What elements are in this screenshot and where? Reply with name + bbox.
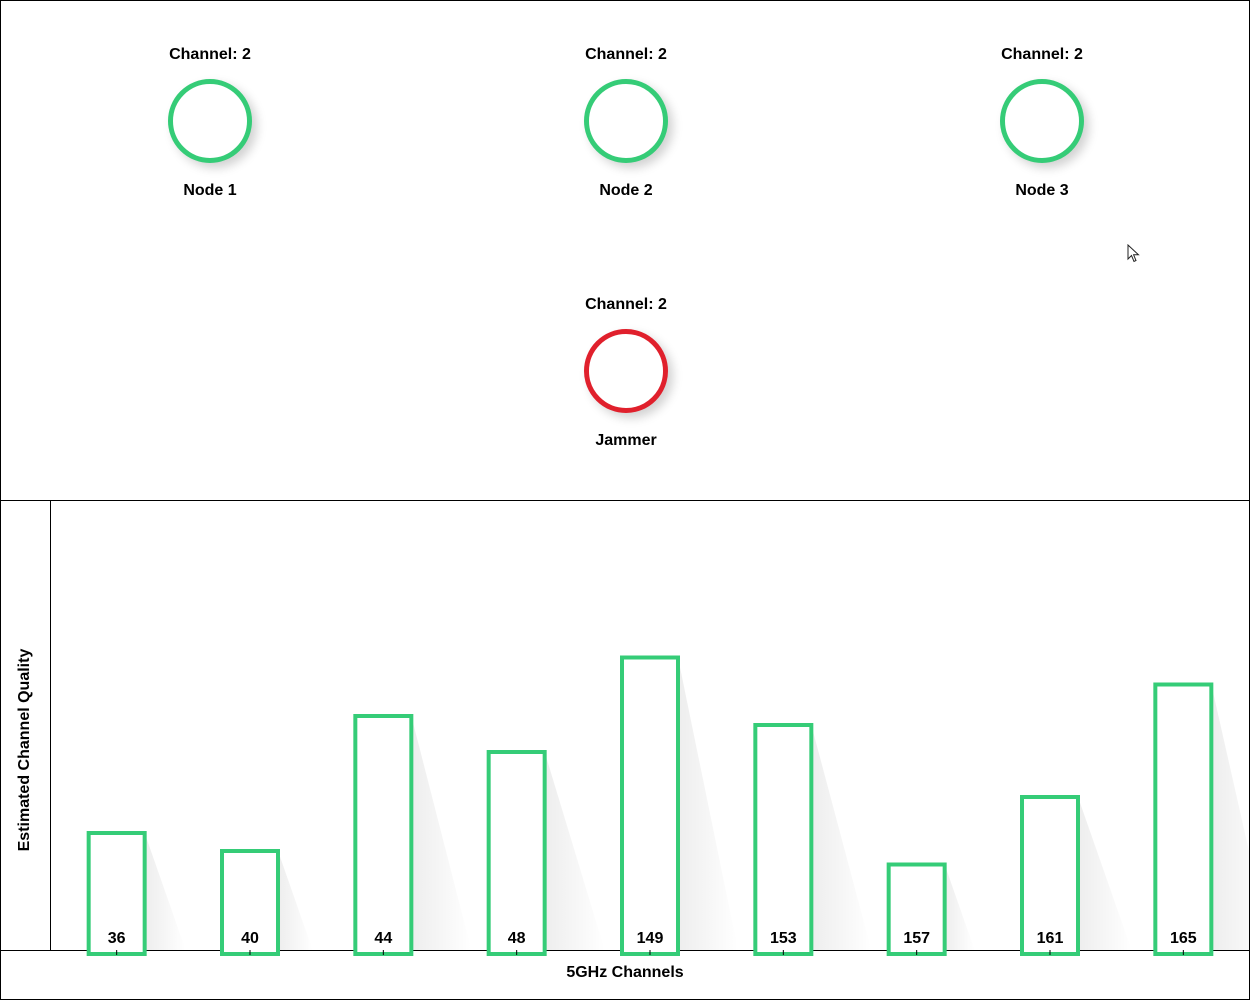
x-tick-label: 149 bbox=[637, 930, 664, 947]
bar-shadow bbox=[278, 851, 313, 950]
node-circle-icon[interactable] bbox=[168, 79, 252, 163]
bar-channel-48[interactable] bbox=[486, 750, 547, 956]
node-channel-label: Channel: 2 bbox=[585, 46, 667, 63]
bar-shadow bbox=[411, 716, 472, 950]
node-name: Node 2 bbox=[599, 182, 653, 199]
bar-shadow bbox=[811, 725, 872, 950]
y-axis-label: Estimated Channel Quality bbox=[16, 648, 33, 852]
bar-shadow bbox=[678, 657, 738, 950]
node-circle-icon[interactable] bbox=[1000, 79, 1084, 163]
x-tick-label: 161 bbox=[1037, 930, 1064, 947]
x-tick-label: 48 bbox=[508, 930, 526, 947]
node-channel-label: Channel: 2 bbox=[169, 46, 251, 63]
x-tick-label: 44 bbox=[374, 930, 392, 947]
y-axis-label-container: Estimated Channel Quality bbox=[0, 500, 50, 950]
bar-channel-149[interactable] bbox=[620, 655, 680, 956]
x-tick-label: 36 bbox=[108, 930, 126, 947]
node-channel-label: Channel: 2 bbox=[1001, 46, 1083, 63]
bar-shadow bbox=[144, 833, 186, 950]
bar-channel-165[interactable] bbox=[1153, 682, 1214, 956]
jammer-circle-icon[interactable] bbox=[584, 329, 668, 413]
x-tick-label: 157 bbox=[903, 930, 930, 947]
node-1[interactable]: Channel: 2 Node 1 bbox=[110, 45, 310, 201]
jammer-node[interactable]: Channel: 2 Jammer bbox=[526, 295, 726, 451]
node-3[interactable]: Channel: 2 Node 3 bbox=[942, 45, 1142, 201]
x-tick-label: 153 bbox=[770, 930, 797, 947]
x-tick-label: 165 bbox=[1170, 930, 1197, 947]
x-axis-label: 5GHz Channels bbox=[566, 964, 684, 981]
node-name: Node 1 bbox=[183, 182, 237, 199]
node-circle-icon[interactable] bbox=[584, 79, 668, 163]
bar-channel-153[interactable] bbox=[753, 723, 814, 956]
node-name: Node 3 bbox=[1015, 182, 1069, 199]
bar-channel-44[interactable] bbox=[353, 714, 414, 956]
x-tick-label: 40 bbox=[241, 930, 259, 947]
bar-shadow bbox=[1211, 684, 1250, 950]
bar-shadow bbox=[1078, 797, 1132, 950]
network-topology-panel: Channel: 2 Node 1 Channel: 2 Node 2 Chan… bbox=[0, 0, 1250, 501]
bar-shadow bbox=[544, 752, 605, 950]
jammer-channel-label: Channel: 2 bbox=[585, 296, 667, 313]
jammer-name: Jammer bbox=[595, 432, 657, 449]
bar-channel-157[interactable] bbox=[886, 862, 947, 956]
mouse-cursor-icon bbox=[1127, 244, 1140, 263]
bar-shadow bbox=[944, 864, 975, 950]
node-2[interactable]: Channel: 2 Node 2 bbox=[526, 45, 726, 201]
